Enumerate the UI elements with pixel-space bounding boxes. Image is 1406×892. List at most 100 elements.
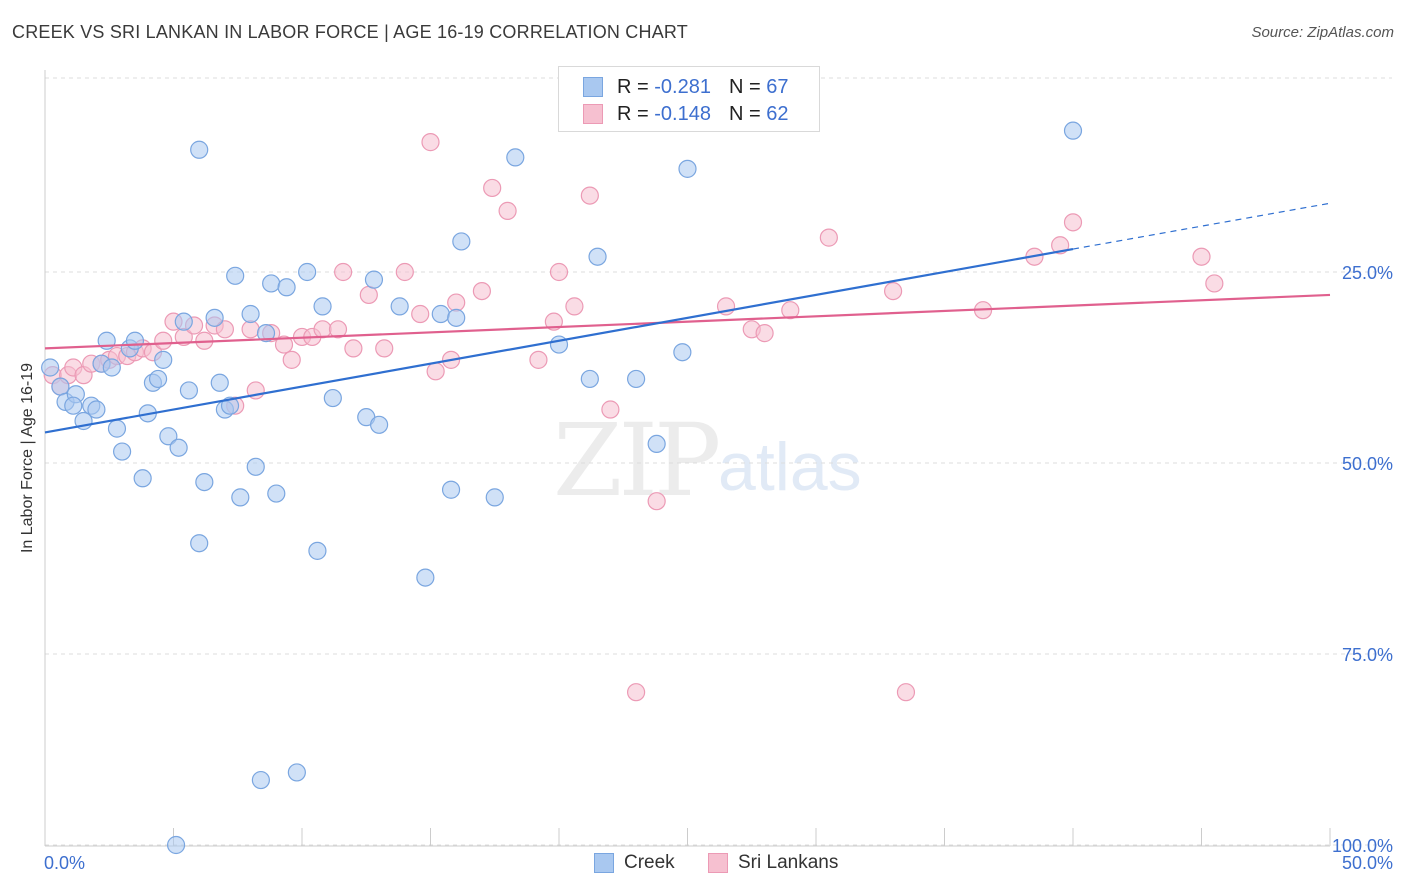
creek-point	[323, 388, 342, 408]
x-tick-label: 50.0%	[1342, 853, 1393, 873]
series-srilankan	[43, 133, 1224, 702]
creek-point	[287, 763, 306, 782]
creek-point	[159, 427, 178, 446]
creek-point	[678, 159, 697, 178]
srilankan-point	[334, 262, 353, 282]
creek-trend-extension	[1072, 202, 1331, 250]
creek-point	[313, 297, 332, 316]
creek-point	[226, 266, 245, 285]
creek-point	[267, 484, 286, 503]
creek-point	[179, 381, 199, 400]
srilankan-point	[344, 339, 363, 358]
creek-legend-swatch	[594, 853, 614, 873]
trend-lines	[44, 202, 1331, 434]
creek-point	[51, 377, 70, 396]
srilankan-point	[375, 339, 394, 358]
creek-point	[1063, 121, 1083, 140]
creek-n-label: N =	[728, 75, 761, 98]
creek-point	[169, 438, 188, 457]
creek-point	[210, 373, 229, 392]
srilankan-n-label: N =	[728, 102, 761, 125]
creek-point	[673, 343, 692, 362]
creek-point	[241, 304, 260, 324]
srilankan-point	[328, 320, 348, 339]
srilankan-point	[411, 304, 430, 324]
bottom-legend-creek[interactable]: Creek	[594, 852, 675, 874]
srilankan-point	[421, 133, 440, 152]
y-axis-label: In Labor Force | Age 16-19	[19, 362, 36, 554]
creek-n-value: 67	[766, 75, 789, 98]
srilankan-point	[544, 312, 563, 331]
srilankan-point	[601, 400, 620, 419]
srilankan-point	[395, 262, 414, 282]
srilankan-point	[549, 262, 569, 282]
creek-r-value: -0.281	[654, 75, 711, 98]
creek-point	[148, 369, 168, 389]
creek-swatch	[583, 77, 603, 97]
creek-point	[133, 469, 152, 488]
creek-point	[195, 473, 214, 492]
srilankan-point	[647, 492, 666, 511]
creek-point	[647, 434, 666, 453]
srilankan-point	[498, 201, 517, 220]
srilankan-swatch	[583, 104, 603, 124]
creek-point	[251, 770, 270, 790]
creek-point	[485, 488, 504, 507]
srilankan-point	[282, 350, 301, 369]
y-tick-label: 25.0%	[1342, 263, 1393, 283]
creek-point	[64, 396, 83, 415]
srilankan-n-value: 62	[766, 102, 789, 125]
creek-point	[588, 247, 607, 266]
creek-trend-line	[44, 247, 1074, 434]
x-tick-label: 0.0%	[44, 853, 85, 873]
legend-row-srilankan: R = -0.148 N = 62	[583, 102, 788, 126]
legend-row-creek: R = -0.281 N = 67	[583, 75, 788, 99]
creek-point	[390, 297, 409, 316]
creek-point	[506, 148, 525, 167]
creek-point	[626, 369, 646, 389]
creek-point	[416, 568, 435, 587]
creek-point	[190, 534, 209, 553]
srilankan-point	[565, 297, 584, 316]
srilankan-point	[447, 293, 466, 312]
stats-legend: R = -0.281 N = 67 R = -0.148 N = 62	[558, 66, 820, 132]
srilankan-point	[426, 362, 445, 381]
creek-point	[447, 308, 466, 327]
srilankan-point	[755, 324, 774, 343]
srilankan-r-value: -0.148	[654, 102, 711, 125]
srilankan-point	[1192, 247, 1211, 266]
y-tick-label: 100.0%	[1332, 836, 1393, 856]
srilankan-point	[896, 683, 916, 702]
creek-point	[41, 358, 60, 377]
creek-legend-label: Creek	[624, 852, 675, 873]
series-creek	[41, 121, 1083, 855]
creek-point	[190, 140, 209, 159]
creek-point	[231, 488, 250, 507]
srilankan-point	[483, 178, 502, 198]
srilankan-legend-label: Sri Lankans	[738, 852, 839, 873]
srilankan-point	[1063, 213, 1083, 232]
creek-point	[308, 541, 327, 560]
creek-point	[112, 442, 132, 461]
creek-point	[166, 835, 186, 855]
srilankan-point	[274, 335, 294, 354]
srilankan-point	[819, 228, 838, 247]
source-label: Source: ZipAtlas.com	[1251, 24, 1394, 41]
y-tick-label: 50.0%	[1342, 454, 1393, 474]
grid-lines	[45, 77, 1392, 846]
srilankan-point	[215, 320, 234, 339]
srilankan-point	[529, 350, 548, 369]
srilankan-r-label: R =	[617, 102, 649, 125]
creek-point	[441, 480, 461, 499]
creek-point	[87, 400, 106, 419]
creek-point	[580, 369, 599, 389]
creek-point	[107, 419, 127, 438]
srilankan-legend-swatch	[708, 853, 728, 873]
creek-point	[256, 324, 276, 343]
creek-point	[364, 270, 384, 289]
bottom-legend-srilankan[interactable]: Sri Lankans	[708, 852, 838, 874]
srilankan-point	[154, 331, 173, 350]
creek-r-label: R =	[617, 75, 649, 98]
srilankan-point	[626, 683, 646, 702]
